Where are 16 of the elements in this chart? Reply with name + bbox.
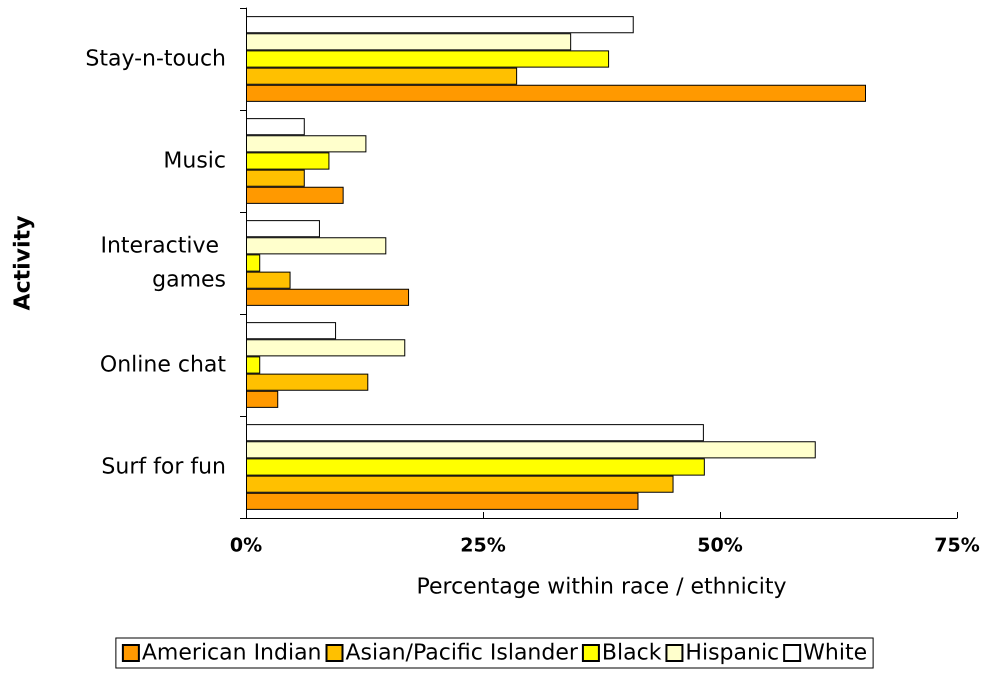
y-tick-label: Music: [163, 148, 226, 174]
x-tick-label: 0%: [230, 534, 262, 556]
x-tick-label: 25%: [460, 534, 506, 556]
legend-label: American Indian: [142, 640, 322, 666]
y-axis-title: Activity: [10, 216, 36, 310]
legend-label: Black: [602, 640, 662, 666]
legend-label: Hispanic: [685, 640, 780, 666]
y-tick-label: Online chat: [100, 352, 226, 378]
y-tick-label: Surf for fun: [101, 454, 226, 480]
legend-label: Asian/Pacific Islander: [346, 640, 579, 666]
y-tick-label: Stay-n-touch: [85, 46, 226, 72]
legend-label: White: [803, 640, 868, 666]
x-axis-title: Percentage within race / ethnicity: [416, 574, 787, 600]
y-tick-label: Interactive games: [100, 234, 226, 292]
x-tick-label: 50%: [697, 534, 743, 556]
x-tick-label: 75%: [934, 534, 980, 556]
